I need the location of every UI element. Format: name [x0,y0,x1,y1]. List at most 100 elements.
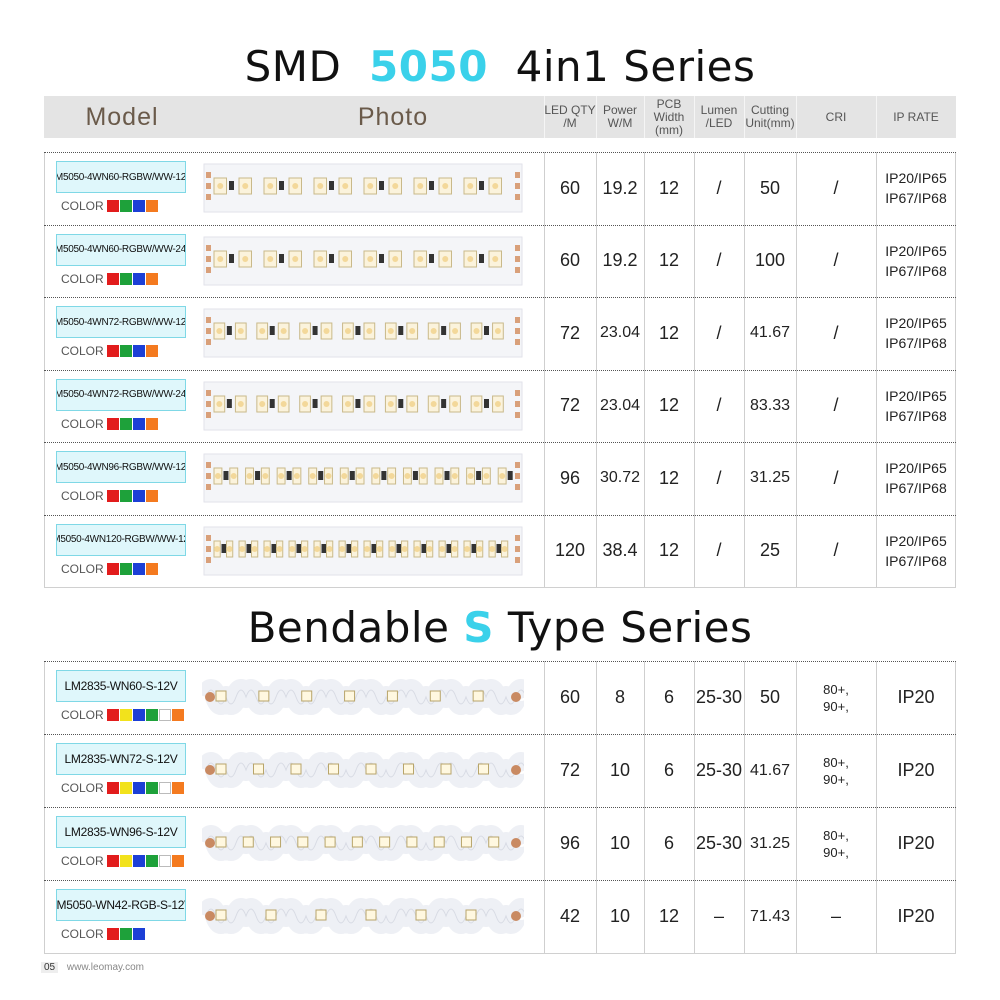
cell-qty: 60 [559,250,581,271]
cell-cut: 83.33 [749,396,791,414]
header-ip-rate: IP RATE [893,109,939,124]
color-swatch [145,345,158,357]
header-divider [596,96,597,138]
cell-cri: / [833,540,839,561]
product-photo [202,450,524,506]
product-photo [202,815,524,871]
ip-rate-line2: IP67/IP68 [885,407,947,424]
color-swatch [145,200,158,212]
cell-power: 19.2 [602,250,638,271]
color-label: COLOR [61,271,104,286]
color-swatch [119,417,132,430]
color-swatch [171,782,184,794]
cell-pcb: 12 [658,322,680,343]
cri: 80+, 90+, [796,826,876,862]
color-swatches: COLOR [61,489,159,503]
model-number: LM5050-4WN120-RGBW/WW-12V [56,523,186,556]
ip-rate-line1: IP20/IP65 [885,170,947,187]
cell-power: 10 [609,833,631,853]
cell-power: 23.04 [599,324,641,342]
cell-pcb: 12 [658,250,680,271]
color-swatches: COLOR [61,199,159,213]
ip-rate-line1: IP20/IP65 [885,387,947,404]
cell-qty: 60 [559,687,581,707]
website-link[interactable]: www.leomay.com [66,962,144,973]
color-label: COLOR [61,781,104,795]
cri-line1: 80+, [823,827,849,843]
color-swatch [132,928,145,940]
series-title-smd5050: SMD 5050 4in1 Series [0,42,1000,91]
model-number: LM5050-4WN96-RGBW/WW-12V [56,451,186,483]
model-number: LM5050-4WN60-RGBW/WW-24V [56,233,186,266]
cell-pcb: 6 [663,760,674,780]
color-swatches: COLOR [61,417,159,431]
section-bottom-line [44,587,956,588]
color-swatch [132,345,145,357]
cell-lumen: 25-30 [695,760,743,780]
cell-power: 38.4 [602,540,638,561]
header-divider [744,96,745,138]
ip-rate-line2: IP67/IP68 [885,190,947,207]
color-swatch [158,782,171,794]
header-divider [876,96,877,138]
header-cri: CRI [825,109,847,124]
cell-pcb: 12 [658,906,680,926]
cell-cri: / [833,322,839,343]
product-photo [202,160,524,216]
cell-lumen: 25-30 [695,687,743,707]
series-title-bendable-s: Bendable S Type Series [0,603,1000,652]
color-swatch [145,272,158,285]
model-number: LM5050-4WN72-RGBW/WW-12V [56,306,186,338]
cell-qty: 96 [559,833,581,853]
model-number: LM2835-WN96-S-12V [56,816,186,848]
ip-rate-line1: IP20/IP65 [885,315,947,332]
color-swatch [158,709,171,721]
cell-lumen: / [716,322,722,343]
color-swatch [106,782,119,794]
header-lumen: Lumen /LED [700,103,738,130]
cell-lumen: / [716,177,722,198]
color-swatch [132,490,145,502]
ip-rate: IP20/IP65 IP67/IP68 [876,240,956,282]
table-header: Model Photo LED QTY /M Power W/M PCB Wid… [44,96,956,138]
color-swatch [119,782,132,794]
product-photo [202,669,524,725]
color-swatches: COLOR [61,562,159,576]
cell-cri: / [833,467,839,488]
color-swatch [119,562,132,575]
cell-lumen: / [716,395,722,416]
header-led-qty: LED QTY /M [544,103,596,130]
product-photo [202,378,524,434]
section-top-dotted-line [44,152,956,153]
color-swatch [145,782,158,794]
row-divider [44,224,956,226]
cell-power: 19.2 [602,177,638,198]
color-swatch [171,709,184,721]
ip-rate-line2: IP67/IP68 [885,335,947,352]
color-swatch [158,855,171,867]
ip-rate: IP20/IP65 IP67/IP68 [876,312,956,354]
cri: 80+, 90+, [796,753,876,789]
cell-lumen: / [716,467,722,488]
color-label: COLOR [61,489,104,503]
header-divider [796,96,797,138]
cell-cri: / [833,177,839,198]
model-number: LM2835-WN72-S-12V [56,743,186,775]
color-swatch [145,417,158,430]
color-label: COLOR [61,927,104,941]
color-swatch [119,345,132,357]
color-swatch [106,272,119,285]
page-number: 05 [41,962,59,973]
cell-cut: 50 [759,687,781,707]
color-swatches: COLOR [61,708,185,722]
cell-pcb: 12 [658,467,680,488]
color-swatch [132,200,145,212]
cell-pcb: 12 [658,540,680,561]
color-label: COLOR [61,854,104,868]
color-swatch [119,855,132,867]
color-swatch [106,709,119,721]
color-swatch [119,200,132,212]
color-swatch [119,272,132,285]
ip-rate: IP20/IP65 IP67/IP68 [876,385,956,427]
cri-line2: 90+, [823,698,849,714]
